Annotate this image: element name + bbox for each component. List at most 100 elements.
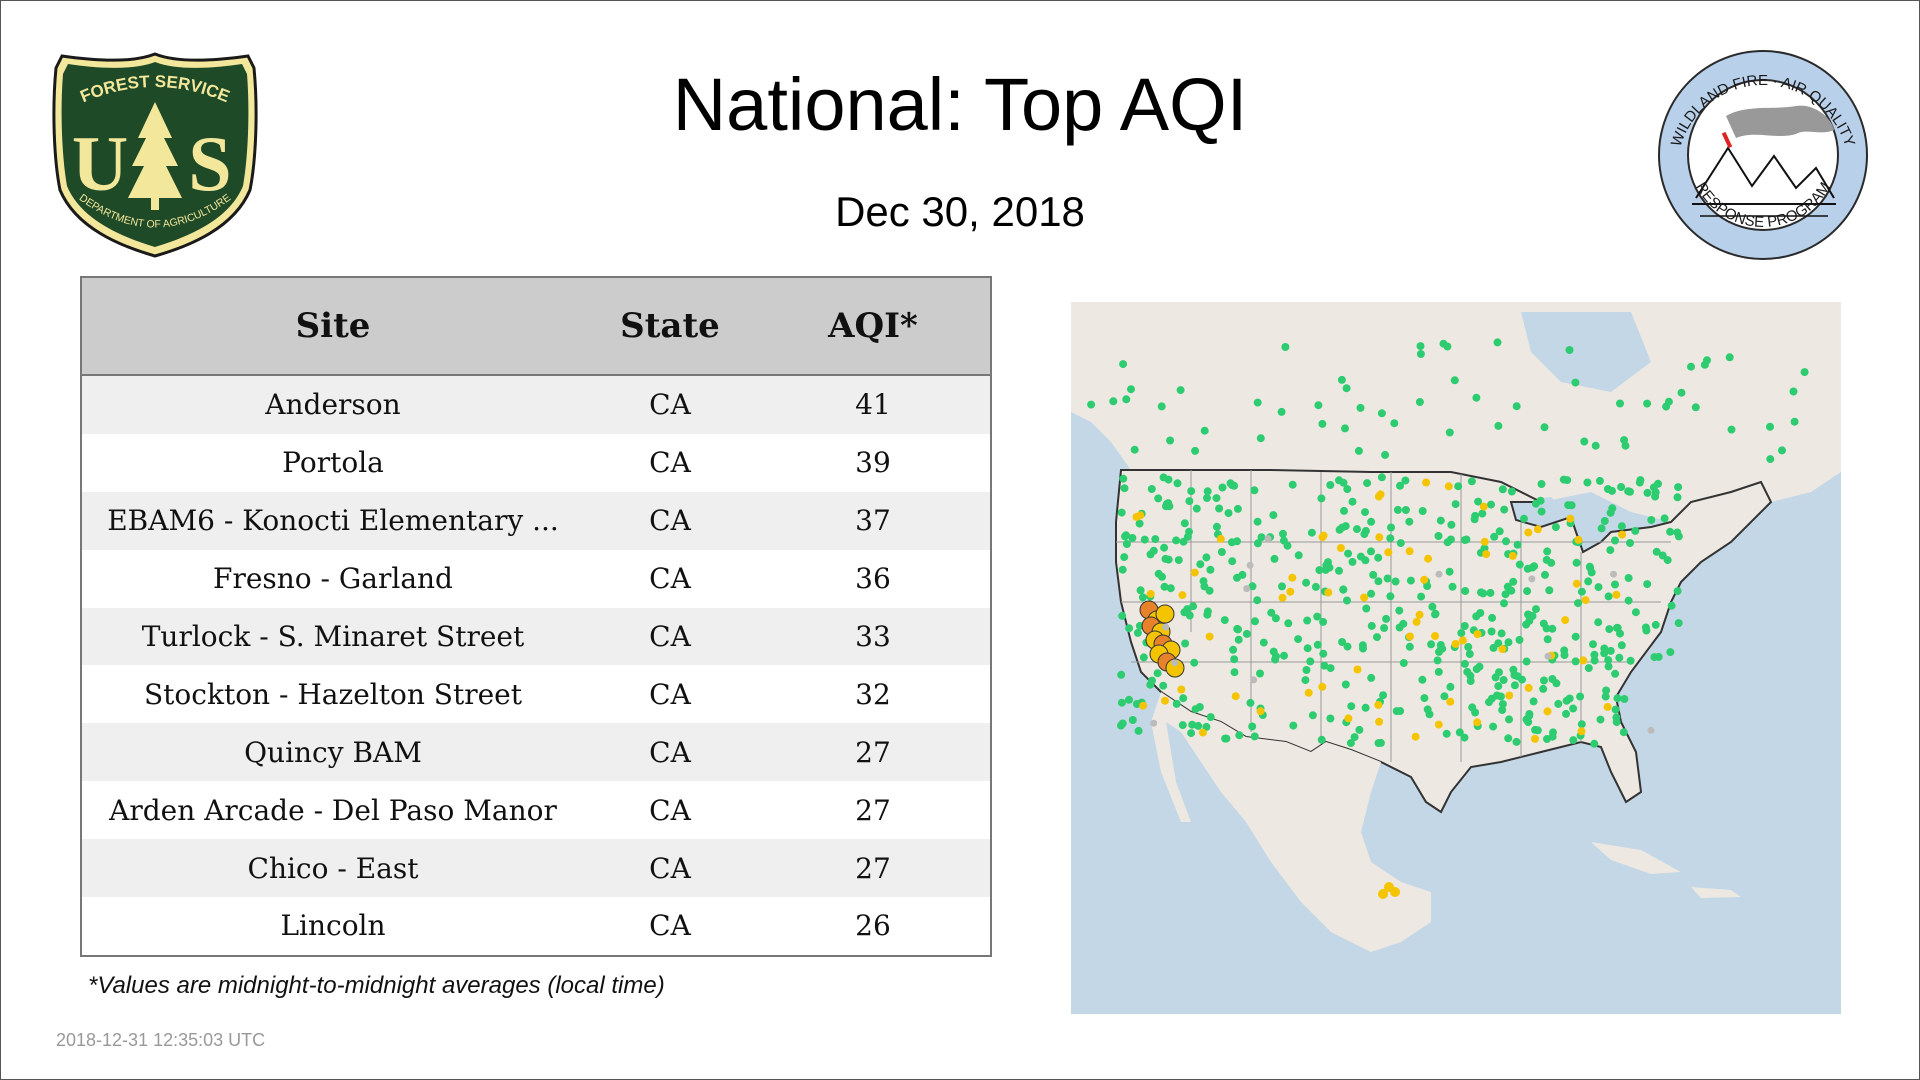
- site-marker-good: [1445, 567, 1454, 576]
- site-marker-moderate: [1415, 610, 1424, 619]
- cell-state: CA: [584, 723, 756, 782]
- site-marker-good: [1560, 646, 1569, 655]
- site-marker-good: [1181, 639, 1190, 648]
- site-marker-good: [1194, 721, 1203, 730]
- site-marker-good: [1253, 596, 1262, 605]
- site-marker-california: [1165, 658, 1185, 678]
- site-marker-good: [1620, 695, 1629, 703]
- site-marker-good: [1626, 539, 1634, 547]
- site-marker-moderate: [1482, 550, 1491, 559]
- site-marker-good: [1289, 721, 1298, 730]
- site-marker-good: [1663, 556, 1672, 565]
- site-marker-good: [1494, 639, 1503, 648]
- site-marker-good: [1643, 399, 1652, 408]
- site-marker-good: [1608, 486, 1616, 495]
- site-marker-good: [1624, 487, 1633, 496]
- site-marker-moderate: [1431, 632, 1440, 640]
- site-marker-good: [1190, 658, 1199, 667]
- site-marker-good: [1540, 676, 1548, 685]
- site-marker-good: [1548, 675, 1557, 683]
- site-marker-nodata: [1162, 623, 1170, 631]
- site-marker-good: [1418, 675, 1427, 684]
- site-marker-good: [1487, 500, 1495, 509]
- site-marker-good: [1437, 644, 1446, 653]
- cell-site: Stockton - Hazelton Street: [82, 665, 584, 724]
- site-marker-good: [1355, 725, 1364, 734]
- site-marker-good: [1233, 624, 1242, 633]
- site-marker-nodata: [1528, 575, 1536, 583]
- site-marker-moderate: [1411, 732, 1420, 741]
- site-marker-good: [1416, 342, 1425, 351]
- site-marker-good: [1367, 673, 1376, 682]
- cell-aqi: 27: [756, 781, 990, 840]
- site-marker-good: [1617, 522, 1626, 531]
- site-marker-good: [1339, 585, 1348, 594]
- site-marker-good: [1571, 657, 1580, 666]
- site-marker-good: [1122, 395, 1131, 404]
- site-marker-moderate: [1581, 596, 1590, 605]
- site-marker-good: [1468, 703, 1477, 712]
- site-marker-good: [1315, 566, 1324, 575]
- site-marker-good: [1377, 473, 1386, 482]
- site-marker-good: [1677, 388, 1686, 397]
- site-marker-good: [1344, 549, 1353, 558]
- site-marker-good: [1341, 522, 1350, 531]
- site-marker-good: [1643, 488, 1652, 497]
- site-marker-moderate: [1360, 593, 1369, 602]
- site-marker-good: [1119, 360, 1128, 369]
- site-marker-good: [1125, 695, 1133, 704]
- cell-aqi: 27: [756, 723, 990, 782]
- site-marker-good: [1200, 426, 1209, 435]
- site-marker-good: [1703, 356, 1711, 365]
- site-marker-good: [1509, 577, 1518, 586]
- cell-aqi: 39: [756, 433, 990, 492]
- site-marker-good: [1281, 343, 1290, 351]
- site-marker-good: [1148, 676, 1156, 685]
- site-marker-moderate: [1374, 700, 1383, 709]
- site-marker-moderate: [1524, 528, 1533, 537]
- table-row: Chico - East CA 27: [82, 839, 990, 898]
- site-marker-good: [1594, 618, 1603, 627]
- site-marker-good: [1423, 582, 1432, 591]
- site-marker-good: [1604, 656, 1613, 665]
- site-marker-good: [1464, 643, 1473, 651]
- cell-site: Fresno - Garland: [82, 549, 584, 608]
- site-marker-good: [1554, 699, 1563, 708]
- page-title: National: Top AQI: [672, 63, 1248, 146]
- site-marker-good: [1302, 578, 1311, 587]
- site-marker-good: [1428, 602, 1437, 611]
- site-marker-good: [1601, 692, 1610, 701]
- site-marker-good: [1445, 428, 1454, 437]
- site-marker-good: [1326, 714, 1335, 723]
- site-marker-good: [1505, 715, 1513, 724]
- site-marker-good: [1386, 534, 1395, 543]
- page-date: Dec 30, 2018: [835, 188, 1085, 235]
- site-marker-good: [1587, 568, 1596, 577]
- site-marker-good: [1283, 541, 1292, 550]
- site-marker-moderate: [1375, 717, 1384, 726]
- site-marker-good: [1347, 702, 1356, 711]
- site-marker-good: [1467, 477, 1476, 486]
- site-marker-good: [1590, 739, 1599, 748]
- site-marker-moderate: [1146, 589, 1155, 598]
- cell-state: CA: [584, 433, 756, 492]
- site-marker-good: [1317, 735, 1326, 744]
- site-marker-good: [1727, 425, 1736, 434]
- table-footnote: *Values are midnight-to-midnight average…: [88, 972, 665, 999]
- site-marker-good: [1228, 557, 1237, 566]
- site-marker-good: [1279, 529, 1287, 538]
- site-marker-good: [1338, 638, 1347, 646]
- site-marker-good: [1118, 719, 1127, 728]
- site-marker-good: [1495, 527, 1504, 536]
- site-marker-good: [1117, 698, 1126, 707]
- site-marker-good: [1512, 402, 1521, 411]
- cell-state: CA: [584, 549, 756, 608]
- site-marker-good: [1367, 621, 1376, 630]
- site-marker-good: [1278, 582, 1286, 591]
- site-marker-good: [1242, 629, 1251, 638]
- cell-aqi: 27: [756, 839, 990, 898]
- site-marker-good: [1405, 517, 1414, 526]
- site-marker-good: [1362, 604, 1371, 613]
- site-marker-moderate: [1434, 720, 1443, 729]
- table-row: Portola CA 39: [82, 433, 990, 492]
